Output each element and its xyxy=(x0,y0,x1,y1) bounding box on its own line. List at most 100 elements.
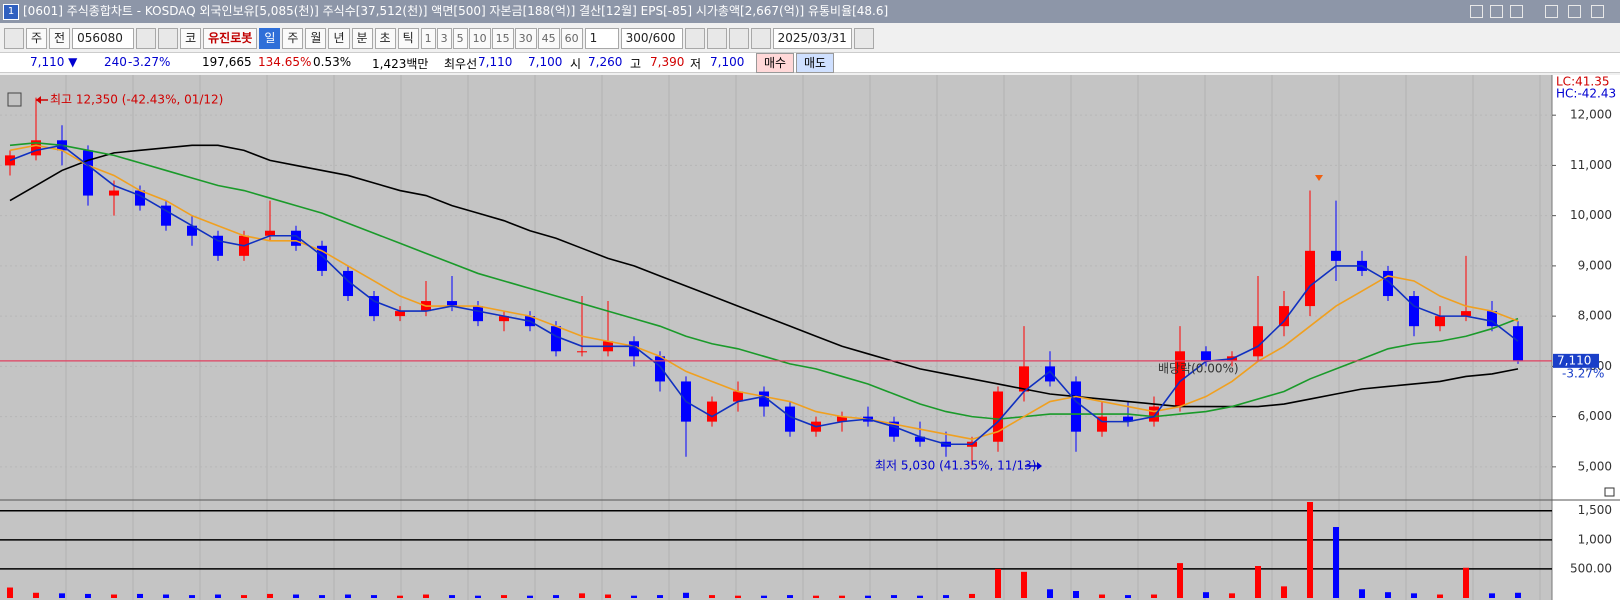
candle-body xyxy=(1097,416,1107,432)
prev-button[interactable]: 전 xyxy=(49,27,71,49)
volume-bar xyxy=(761,595,767,598)
volume-bar xyxy=(995,568,1001,598)
interval-button[interactable]: 3 xyxy=(436,27,452,49)
window-icon[interactable] xyxy=(1470,5,1483,18)
candle-body xyxy=(135,190,145,206)
window-icon[interactable] xyxy=(1510,5,1523,18)
candle-body xyxy=(1175,351,1185,407)
volume: 197,665 xyxy=(202,55,252,69)
volume-bar xyxy=(1359,589,1365,598)
candle-body xyxy=(1409,296,1419,327)
volume-bar xyxy=(371,595,377,598)
interval-button[interactable]: 15 xyxy=(491,27,514,49)
volume-bar xyxy=(1463,567,1469,598)
candle-body xyxy=(1201,351,1211,362)
window-icon[interactable] xyxy=(1490,5,1503,18)
code-input[interactable]: 056080 xyxy=(72,27,135,49)
candle-body xyxy=(1461,311,1471,317)
interval-button[interactable]: 10 xyxy=(468,27,491,49)
volume-bar xyxy=(1385,592,1391,598)
panel-icon[interactable] xyxy=(1604,487,1615,497)
interval-button[interactable]: 1 xyxy=(420,27,436,49)
y-tick-label: 12,000 xyxy=(1570,108,1612,122)
price: 7,110 ▼ xyxy=(30,55,78,69)
volume-bar xyxy=(1151,594,1157,598)
volume-bar xyxy=(1489,593,1495,598)
chart-icon[interactable] xyxy=(7,92,22,107)
maximize-button[interactable] xyxy=(1568,5,1581,18)
minimize-button[interactable] xyxy=(1545,5,1558,18)
dividend-annotation: 배당락(0.00%) xyxy=(1158,362,1239,376)
volume-bar xyxy=(7,587,13,598)
volume-bar xyxy=(1437,594,1443,598)
candle-body xyxy=(1383,270,1393,297)
period-button[interactable]: 월 xyxy=(305,27,327,49)
buy-button[interactable]: 매수 xyxy=(756,53,795,73)
candle-body xyxy=(759,391,769,407)
volume-bar xyxy=(1229,593,1235,598)
save-icon[interactable] xyxy=(728,27,749,49)
interval-button[interactable]: 60 xyxy=(560,27,583,49)
volume-ratio: 134.65% xyxy=(258,55,312,69)
volume-bar xyxy=(813,595,819,598)
volume-bar xyxy=(1125,595,1131,598)
search-icon[interactable] xyxy=(136,27,157,49)
open-label: 시 xyxy=(570,57,582,71)
high: 7,390 xyxy=(650,55,685,69)
period-type[interactable]: 주 xyxy=(26,27,48,49)
interval-button[interactable]: 45 xyxy=(537,27,560,49)
period-button[interactable]: 틱 xyxy=(397,27,419,49)
candle-body xyxy=(707,401,717,422)
amount: 1,423백만 xyxy=(372,57,429,71)
settings-icon[interactable] xyxy=(750,27,771,49)
period-button[interactable]: 초 xyxy=(374,27,396,49)
tool-icon[interactable] xyxy=(684,27,705,49)
candle-body xyxy=(317,245,327,271)
volume-bar xyxy=(1099,594,1105,598)
calendar-icon[interactable] xyxy=(853,27,874,49)
interval-input[interactable]: 1 xyxy=(584,27,619,49)
window-number: 1 xyxy=(3,3,19,20)
candle-body xyxy=(915,436,925,442)
volume-bar xyxy=(1021,571,1027,598)
y-tick-label: 9,000 xyxy=(1578,258,1612,272)
sound-icon[interactable] xyxy=(158,27,179,49)
volume-bar xyxy=(1073,591,1079,598)
candle-body xyxy=(1331,250,1341,261)
last-price-label: 7,110 xyxy=(1557,353,1591,367)
count-input[interactable]: 300/600 xyxy=(620,27,683,49)
tool-icon[interactable] xyxy=(706,27,727,49)
volume-bar xyxy=(1203,592,1209,598)
interval-button[interactable]: 5 xyxy=(452,27,468,49)
period-button[interactable]: 일 xyxy=(259,27,281,49)
candle-body xyxy=(395,311,405,317)
volume-bar xyxy=(33,592,39,598)
volume-bar xyxy=(1047,589,1053,598)
volume-bar xyxy=(449,595,455,598)
period-button[interactable]: 주 xyxy=(282,27,304,49)
volume-bar xyxy=(85,593,91,598)
candle-body xyxy=(733,391,743,402)
best-bid: 7,100 xyxy=(528,55,563,69)
candle-body xyxy=(1435,316,1445,327)
high-annotation: 최고 12,350 (-42.43%, 01/12) xyxy=(50,93,223,107)
interval-button[interactable]: 30 xyxy=(514,27,537,49)
candle-body xyxy=(1019,366,1029,392)
sell-button[interactable]: 매도 xyxy=(796,53,835,73)
market[interactable]: 코 xyxy=(180,27,202,49)
volume-bar xyxy=(527,595,533,598)
marker-arrow xyxy=(1315,175,1323,181)
y-tick-label: 6,000 xyxy=(1578,409,1612,423)
volume-bar xyxy=(839,595,845,598)
candle-body xyxy=(1253,326,1263,357)
close-button[interactable] xyxy=(1591,5,1604,18)
volume-bar xyxy=(475,595,481,598)
candle-body xyxy=(993,391,1003,442)
toolbar-icon[interactable] xyxy=(4,27,24,49)
candle-body xyxy=(551,326,561,352)
candle-body xyxy=(1487,311,1497,327)
period-button[interactable]: 분 xyxy=(351,27,373,49)
period-button[interactable]: 년 xyxy=(328,27,350,49)
date-input[interactable]: 2025/03/31 xyxy=(772,27,852,49)
